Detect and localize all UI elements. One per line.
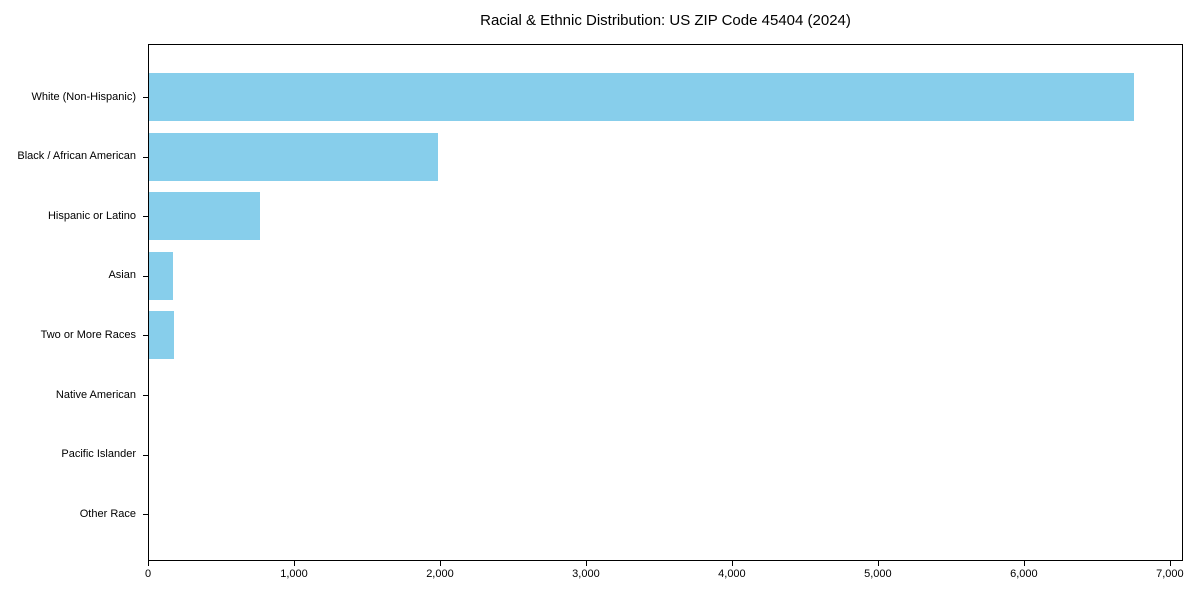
x-tick-mark <box>1023 561 1025 566</box>
x-tick-mark <box>877 561 879 566</box>
bar-two-or-more-races <box>149 311 174 360</box>
bar-white-non-hispanic <box>149 73 1134 121</box>
y-tick-label: Asian <box>108 269 136 282</box>
bar-black-african-american <box>149 132 438 181</box>
x-tick-mark <box>585 561 587 566</box>
y-tick-label: Black / African American <box>17 150 136 163</box>
y-tick-label: Two or More Races <box>40 328 136 341</box>
x-tick-label: 0 <box>144 568 152 580</box>
x-tick-label: 3,000 <box>572 568 600 580</box>
x-tick-mark <box>731 561 733 566</box>
y-tick-label: Other Race <box>79 507 136 520</box>
x-tick-mark <box>293 561 295 566</box>
x-tick-label: 7,000 <box>1156 568 1184 580</box>
y-tick-mark <box>143 97 148 98</box>
x-tick-mark <box>148 561 149 566</box>
y-tick-mark <box>143 514 148 516</box>
x-tick-label: 1,000 <box>280 568 308 580</box>
y-tick-label: White (Non-Hispanic) <box>31 90 136 103</box>
bar-hispanic-or-latino <box>149 192 260 241</box>
bar-asian <box>149 251 173 300</box>
y-tick-label: Pacific Islander <box>61 448 136 461</box>
x-tick-label: 2,000 <box>426 568 454 580</box>
y-tick-label: Hispanic or Latino <box>47 209 136 222</box>
y-tick-mark <box>143 275 148 277</box>
x-tick-mark <box>439 561 441 566</box>
x-tick-label: 5,000 <box>864 568 892 580</box>
x-tick-label: 4,000 <box>718 568 746 580</box>
x-tick-label: 6,000 <box>1010 568 1038 580</box>
y-tick-mark <box>143 156 148 158</box>
y-tick-mark <box>143 216 148 218</box>
chart-title: Racial & Ethnic Distribution: US ZIP Cod… <box>480 12 851 29</box>
plot-area <box>148 44 1183 561</box>
y-tick-mark <box>143 454 148 456</box>
y-tick-mark <box>143 335 148 337</box>
y-tick-mark <box>143 395 148 396</box>
x-tick-mark <box>1169 561 1171 566</box>
y-tick-label: Native American <box>55 388 136 401</box>
